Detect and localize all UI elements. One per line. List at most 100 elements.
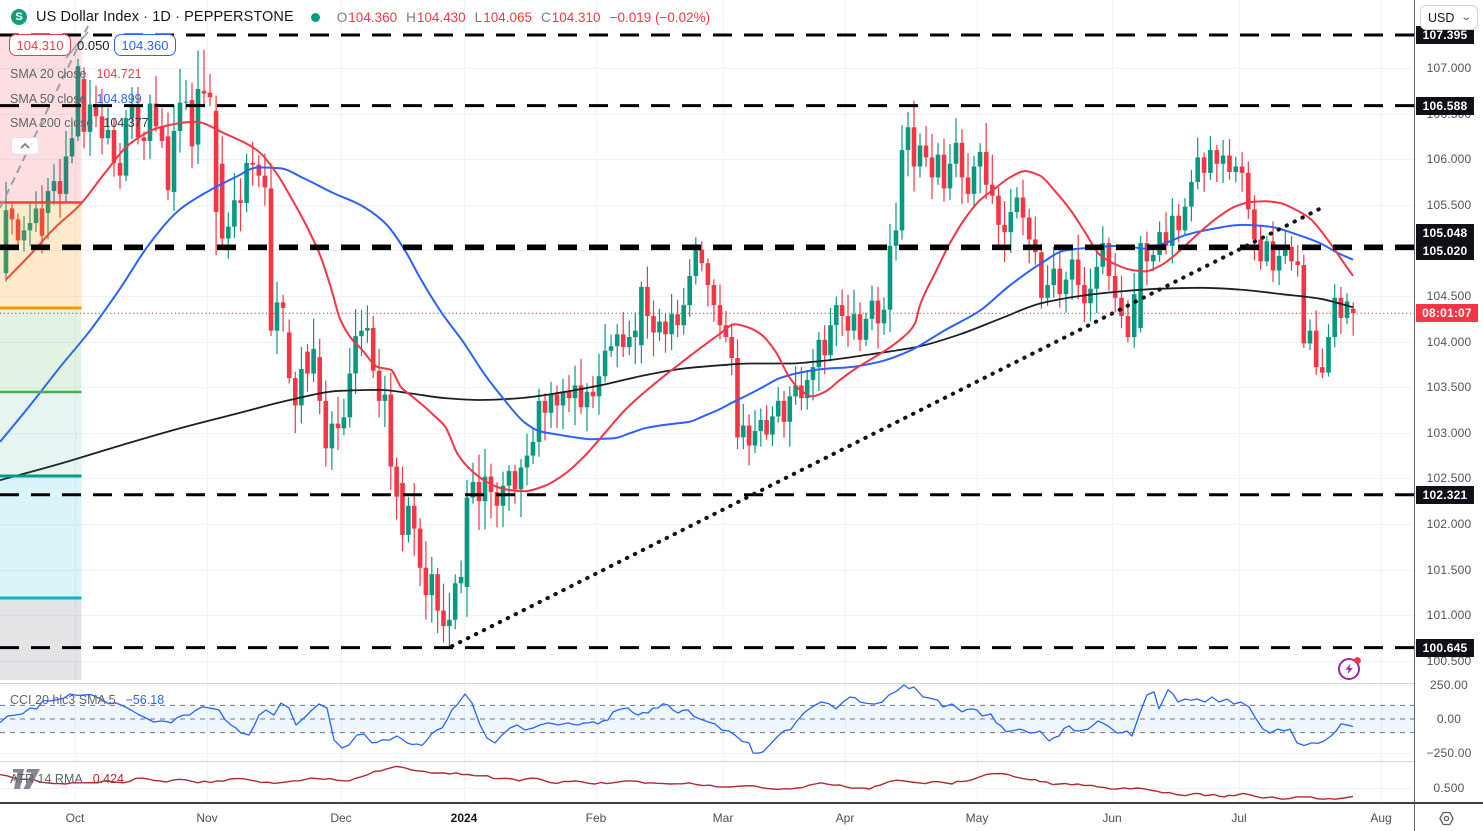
candle <box>171 130 177 193</box>
candle <box>893 230 899 246</box>
legend-sma20[interactable]: SMA 20 close 104.721 <box>10 67 142 81</box>
ohlc-high-label: H <box>406 9 416 25</box>
candle <box>947 163 953 189</box>
cci-tick: 0.00 <box>1436 712 1462 726</box>
level-price-badge[interactable]: 100.645 <box>1416 638 1474 657</box>
cci-value: −56.18 <box>125 693 165 707</box>
time-axis-label: Aug <box>1370 811 1392 825</box>
price-label-low[interactable]: 104.310 <box>9 34 71 56</box>
currency-selector-label: USD <box>1428 10 1455 25</box>
candle <box>810 367 816 380</box>
candle <box>608 346 614 351</box>
candlestick-series[interactable] <box>3 49 1356 648</box>
candle <box>764 420 769 435</box>
candle <box>1063 279 1069 295</box>
candle <box>775 400 781 417</box>
tradingview-logo-watermark <box>11 768 41 795</box>
time-scale[interactable]: Oct Nov Dec 2024 Feb Mar Apr May Jun Jul Aug <box>0 802 1483 831</box>
horizontal-level-lines[interactable] <box>0 33 1414 650</box>
candle <box>560 391 566 406</box>
candle <box>482 476 488 502</box>
legend-collapse-button[interactable] <box>11 137 39 155</box>
candle <box>1307 330 1313 344</box>
fib-baseline[interactable] <box>0 25 89 209</box>
level-price-badge[interactable]: 105.020 <box>1416 241 1474 260</box>
candle <box>406 505 411 535</box>
candle <box>9 208 15 220</box>
candle <box>51 181 57 192</box>
candle <box>542 400 548 413</box>
currency-selector-button[interactable]: USD ⌄ <box>1420 5 1478 30</box>
cci-line[interactable] <box>0 684 1354 754</box>
pane-separators[interactable] <box>0 683 1483 762</box>
level-price-badge[interactable]: 105.048 <box>1416 224 1474 242</box>
candle <box>1026 217 1032 240</box>
candle <box>1239 166 1245 173</box>
ohlc-change-value: −0.019 (−0.02%) <box>609 9 711 25</box>
candle <box>447 619 452 627</box>
candle <box>470 482 476 498</box>
sma200-label: SMA 200 close <box>10 116 94 130</box>
candle <box>388 394 394 467</box>
trendline-drawing[interactable] <box>450 203 1328 649</box>
trendline[interactable] <box>450 203 1328 649</box>
level-price-badge[interactable]: 107.395 <box>1416 26 1474 44</box>
candle <box>1233 166 1239 172</box>
candle <box>584 391 590 408</box>
candle <box>1350 308 1356 314</box>
price-label-high[interactable]: 104.360 <box>114 34 176 56</box>
sma200-line[interactable] <box>0 286 1354 482</box>
candle <box>705 263 711 286</box>
candle <box>863 318 869 340</box>
candle <box>226 226 231 239</box>
candle <box>323 400 329 449</box>
symbol-legend[interactable]: S US Dollar Index · 1D · PEPPERSTONE O 10… <box>11 6 710 28</box>
candle <box>518 467 524 490</box>
candle <box>458 576 464 584</box>
candle <box>905 127 911 151</box>
candle <box>117 162 123 176</box>
legend-cci[interactable]: CCI 20 hlc3 SMA 5 −56.18 <box>10 693 164 707</box>
candle <box>27 223 33 231</box>
sma20-line[interactable] <box>5 120 1354 493</box>
candle <box>512 471 518 490</box>
ohlc-close-value: 104.310 <box>551 9 601 25</box>
sma50-line[interactable] <box>0 166 1354 443</box>
countdown-badge[interactable]: 08:01:07 <box>1416 304 1478 323</box>
atr-pane[interactable] <box>0 765 1354 800</box>
ohlc-low-value: 104.065 <box>483 9 532 25</box>
candle <box>250 162 255 165</box>
time-axis-label: Feb <box>585 811 607 825</box>
symbol-title[interactable]: US Dollar Index · 1D · PEPPERSTONE <box>36 9 294 25</box>
legend-sma200[interactable]: SMA 200 close 104.377 <box>10 116 149 130</box>
candle <box>1125 316 1131 338</box>
time-axis-label: Nov <box>196 811 218 825</box>
legend-sma50[interactable]: SMA 50 close 104.899 <box>10 92 142 106</box>
atr-line[interactable] <box>0 765 1354 800</box>
candle <box>639 286 644 346</box>
chevron-down-icon: ⌄ <box>1459 12 1472 23</box>
level-price-badge[interactable]: 106.588 <box>1416 96 1474 115</box>
cci-pane[interactable] <box>0 684 1414 754</box>
candle <box>572 385 578 399</box>
time-axis-settings-icon[interactable] <box>1438 810 1455 827</box>
candle <box>941 154 947 189</box>
candle <box>959 142 965 178</box>
candle <box>770 416 775 435</box>
candle <box>787 396 793 422</box>
candle <box>822 339 827 356</box>
candle <box>590 391 596 397</box>
candle <box>141 137 147 141</box>
candle <box>1201 157 1207 173</box>
fib-retracement-drawing[interactable] <box>0 25 89 680</box>
candle <box>1144 243 1150 262</box>
legend-atr[interactable]: ATR 14 RMA 0.424 <box>10 772 124 786</box>
level-price-badge[interactable]: 102.321 <box>1416 485 1474 504</box>
ohlc-high-value: 104.430 <box>416 9 466 25</box>
candle <box>699 249 705 264</box>
sma50-value: 104.899 <box>96 92 142 106</box>
flash-notification-button[interactable] <box>1336 655 1363 682</box>
price-scale[interactable]: 107.000106.500106.000105.500105.000104.5… <box>1414 0 1483 802</box>
market-status-icon[interactable] <box>310 12 320 22</box>
